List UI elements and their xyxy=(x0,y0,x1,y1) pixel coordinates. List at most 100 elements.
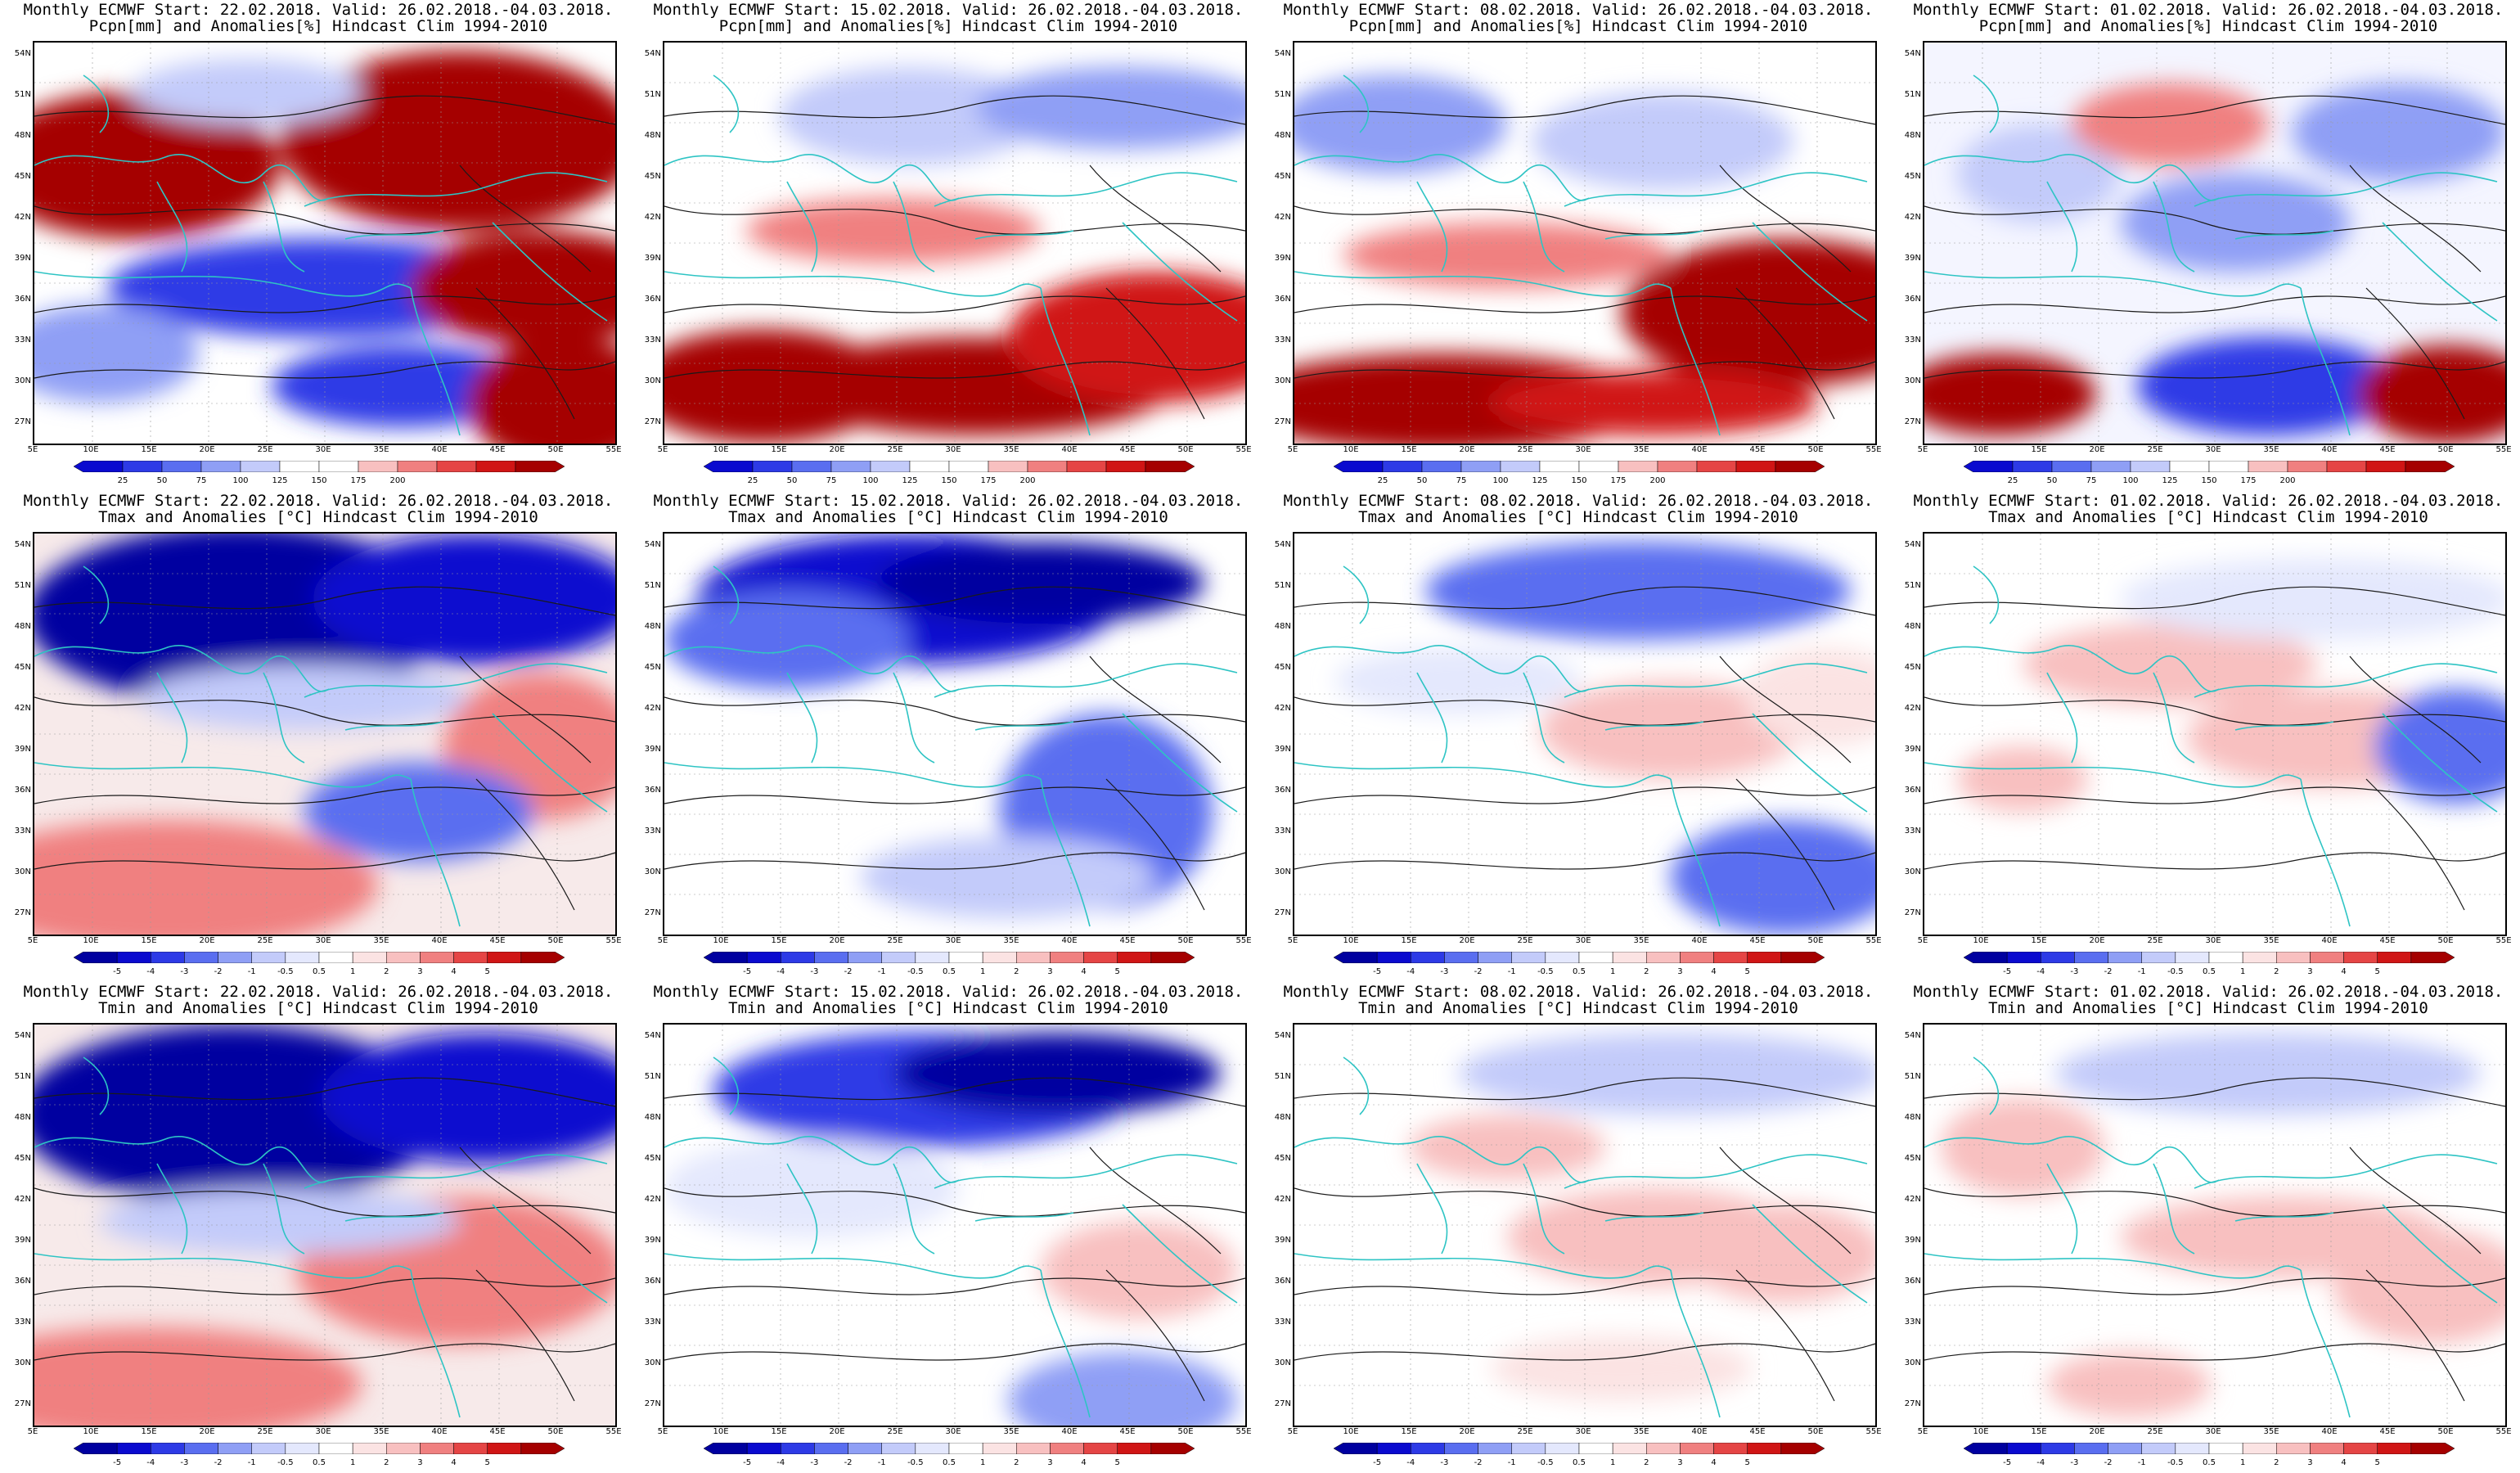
anomaly-field xyxy=(2121,558,2505,640)
colorbar-label: 2 xyxy=(384,1458,389,1467)
latitude-label: 36N xyxy=(1274,786,1291,795)
latitude-label: 36N xyxy=(1274,295,1291,304)
latitude-label: 30N xyxy=(1904,867,1921,876)
colorbar-swatch xyxy=(2006,952,2041,963)
panel-title: Monthly ECMWF Start: 08.02.2018. Valid: … xyxy=(1283,983,1874,1001)
colorbar-label: 0.5 xyxy=(313,1458,326,1467)
climatology-contour xyxy=(1924,1077,2505,1107)
coastline xyxy=(34,1253,412,1279)
colorbar xyxy=(704,1443,1195,1454)
coastline xyxy=(934,172,1238,207)
longitude-label: 55E xyxy=(1865,936,1882,945)
climatology-contour xyxy=(2349,164,2482,273)
longitude-label: 45E xyxy=(489,445,506,454)
colorbar-swatch xyxy=(2276,952,2311,963)
anomaly-field xyxy=(1491,370,1818,435)
anomaly-field xyxy=(877,542,1204,624)
latitude-label: 48N xyxy=(1904,131,1921,140)
anomaly-field xyxy=(2047,1352,2211,1417)
longitude-label: 45E xyxy=(489,936,506,945)
longitude-label: 10E xyxy=(1973,936,1989,945)
colorbar-swatch xyxy=(122,461,163,472)
longitude-label: 20E xyxy=(1459,1427,1475,1436)
coastline xyxy=(893,672,935,764)
colorbar-swatch xyxy=(2175,1443,2210,1454)
longitude-label: 50E xyxy=(1177,936,1194,945)
climatology-contour xyxy=(664,205,1245,235)
longitude-label: 55E xyxy=(1865,445,1882,454)
longitude-label: 15E xyxy=(141,936,157,945)
coastline xyxy=(344,721,444,731)
longitude-label: 40E xyxy=(1691,1427,1708,1436)
colorbar-label: -0.5 xyxy=(1537,1458,1554,1467)
colorbar-swatch xyxy=(1545,1443,1580,1454)
coastline xyxy=(410,1269,461,1418)
colorbar-label: 2 xyxy=(2274,967,2279,976)
colorbar-label: 200 xyxy=(389,476,406,485)
coastline xyxy=(34,154,330,201)
climatology-contour xyxy=(664,1277,1245,1295)
longitude-label: 30E xyxy=(2205,936,2221,945)
coastline xyxy=(1604,1212,1704,1222)
climatology-contour xyxy=(2349,1146,2482,1255)
colorbar-label: 4 xyxy=(2341,1458,2347,1467)
colorbar-label: -3 xyxy=(810,967,819,976)
colorbar-swatch xyxy=(2343,1443,2378,1454)
latitude-label: 30N xyxy=(1904,376,1921,385)
colorbar-swatch xyxy=(1050,1443,1084,1454)
panel-subtitle: Pcpn[mm] and Anomalies[%] Hindcast Clim … xyxy=(1978,17,2438,35)
map-area xyxy=(1923,41,2507,445)
colorbar-swatch xyxy=(386,952,421,963)
colorbar-label: -5 xyxy=(2003,967,2012,976)
climatology-contour xyxy=(664,1187,1245,1217)
latitude-label: 33N xyxy=(1274,1318,1291,1327)
latitude-label: 36N xyxy=(644,1277,661,1286)
colorbar-label: -3 xyxy=(1440,1458,1449,1467)
climatology-contour xyxy=(2365,1269,2465,1402)
longitude-label: 30E xyxy=(945,1427,961,1436)
latitude-label: 33N xyxy=(14,827,31,836)
colorbar-label: 100 xyxy=(1492,476,1509,485)
latitude-label: 39N xyxy=(644,745,661,754)
colorbar-swatch xyxy=(1612,1443,1647,1454)
latitude-label: 42N xyxy=(1904,213,1921,222)
colorbar-label: 3 xyxy=(2307,1458,2313,1467)
climatology-contour xyxy=(664,95,1245,125)
longitude-label: 5E xyxy=(1287,1427,1298,1436)
longitude-label: 55E xyxy=(605,1427,622,1436)
climatology-contour xyxy=(1924,95,2505,125)
latitude-label: 45N xyxy=(14,172,31,181)
latitude-label: 39N xyxy=(14,1236,31,1245)
climatology-contour xyxy=(1294,95,1875,125)
climatology-contour xyxy=(664,852,1245,870)
latitude-label: 39N xyxy=(1904,745,1921,754)
latitude-label: 48N xyxy=(644,622,661,631)
latitude-label: 42N xyxy=(14,1195,31,1204)
colorbar-swatch xyxy=(982,952,1017,963)
map-panel-pcpn-1: Monthly ECMWF Start: 22.02.2018. Valid: … xyxy=(3,0,633,491)
coastline xyxy=(83,565,110,624)
anomaly-field xyxy=(411,231,615,345)
anomaly-field xyxy=(861,836,1155,918)
colorbar-swatch xyxy=(1545,952,1580,963)
colorbar-swatch xyxy=(1713,1443,1748,1454)
colorbar-swatch xyxy=(1539,461,1580,472)
colorbar-label: -1 xyxy=(1507,1458,1516,1467)
colorbar-label: -1 xyxy=(1507,967,1516,976)
colorbar-label: 4 xyxy=(1711,967,1717,976)
latitude-label: 39N xyxy=(1274,1236,1291,1245)
climatology-contour xyxy=(1294,1187,1875,1217)
longitude-label: 50E xyxy=(547,1427,564,1436)
coastline xyxy=(2382,713,2498,813)
climatology-contour xyxy=(664,696,1245,726)
panel-title: Monthly ECMWF Start: 01.02.2018. Valid: … xyxy=(1913,983,2504,1001)
colorbar-label: 1 xyxy=(979,1458,986,1467)
longitude-label: 35E xyxy=(1633,445,1649,454)
latitude-label: 33N xyxy=(644,1318,661,1327)
latitude-label: 42N xyxy=(1904,1195,1921,1204)
colorbar-label: -0.5 xyxy=(277,1458,294,1467)
longitude-label: 10E xyxy=(1973,1427,1989,1436)
longitude-label: 30E xyxy=(315,936,331,945)
climatology-contour xyxy=(34,586,615,616)
map-area xyxy=(663,532,1247,936)
